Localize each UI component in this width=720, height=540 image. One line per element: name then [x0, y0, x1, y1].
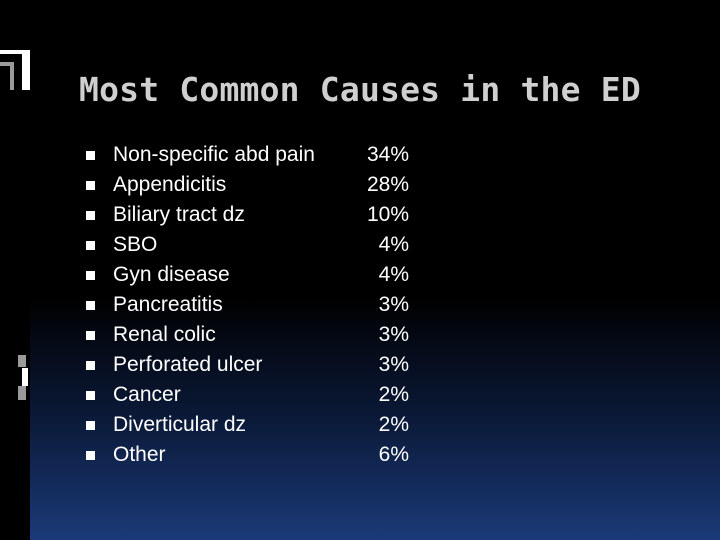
cause-label: Biliary tract dz — [113, 203, 245, 226]
cause-percent: 28% — [366, 173, 409, 196]
square-bullet-icon — [86, 211, 95, 220]
square-bullet-icon — [86, 451, 95, 460]
decorative-bar — [0, 50, 30, 54]
square-bullet-icon — [86, 301, 95, 310]
cause-label: Gyn disease — [113, 263, 230, 286]
cause-label: Appendicitis — [113, 173, 227, 196]
list-item: Cancer 2% — [86, 380, 426, 410]
cause-percent: 2% — [378, 413, 409, 436]
cause-percent: 4% — [378, 233, 409, 256]
list-item: Other 6% — [86, 440, 426, 470]
slide-title: Most Common Causes in the ED — [79, 70, 641, 110]
cause-label: Other — [113, 443, 166, 466]
decorative-bar — [18, 355, 26, 367]
cause-label: Cancer — [113, 383, 181, 406]
square-bullet-icon — [86, 151, 95, 160]
square-bullet-icon — [86, 181, 95, 190]
cause-label: SBO — [113, 233, 158, 256]
list-item: Pancreatitis 3% — [86, 290, 426, 320]
list-item: Gyn disease 4% — [86, 260, 426, 290]
list-item: Diverticular dz 2% — [86, 410, 426, 440]
title-bar — [30, 0, 720, 135]
list-item: Appendicitis 28% — [86, 170, 426, 200]
cause-percent: 10% — [366, 203, 409, 226]
list-item: Perforated ulcer 3% — [86, 350, 426, 380]
cause-percent: 3% — [378, 353, 409, 376]
decorative-bar — [22, 50, 30, 90]
square-bullet-icon — [86, 391, 95, 400]
left-decorative-strip — [0, 0, 30, 540]
decorative-bar — [0, 62, 14, 66]
decorative-bar — [22, 368, 28, 386]
square-bullet-icon — [86, 421, 95, 430]
cause-percent: 4% — [378, 263, 409, 286]
list-item: SBO 4% — [86, 230, 426, 260]
list-item: Renal colic 3% — [86, 320, 426, 350]
square-bullet-icon — [86, 331, 95, 340]
decorative-bar — [10, 62, 14, 90]
cause-label: Non-specific abd pain — [113, 143, 315, 166]
cause-label: Diverticular dz — [113, 413, 247, 436]
square-bullet-icon — [86, 361, 95, 370]
causes-list: Non-specific abd pain 34% Appendicitis 2… — [86, 140, 426, 470]
cause-percent: 3% — [378, 323, 409, 346]
decorative-bar — [18, 386, 26, 400]
cause-label: Perforated ulcer — [113, 353, 263, 376]
cause-percent: 2% — [378, 383, 409, 406]
cause-percent: 6% — [378, 443, 409, 466]
cause-percent: 3% — [378, 293, 409, 316]
cause-label: Pancreatitis — [113, 293, 223, 316]
cause-label: Renal colic — [113, 323, 216, 346]
square-bullet-icon — [86, 271, 95, 280]
list-item: Non-specific abd pain 34% — [86, 140, 426, 170]
list-item: Biliary tract dz 10% — [86, 200, 426, 230]
cause-percent: 34% — [366, 143, 409, 166]
square-bullet-icon — [86, 241, 95, 250]
